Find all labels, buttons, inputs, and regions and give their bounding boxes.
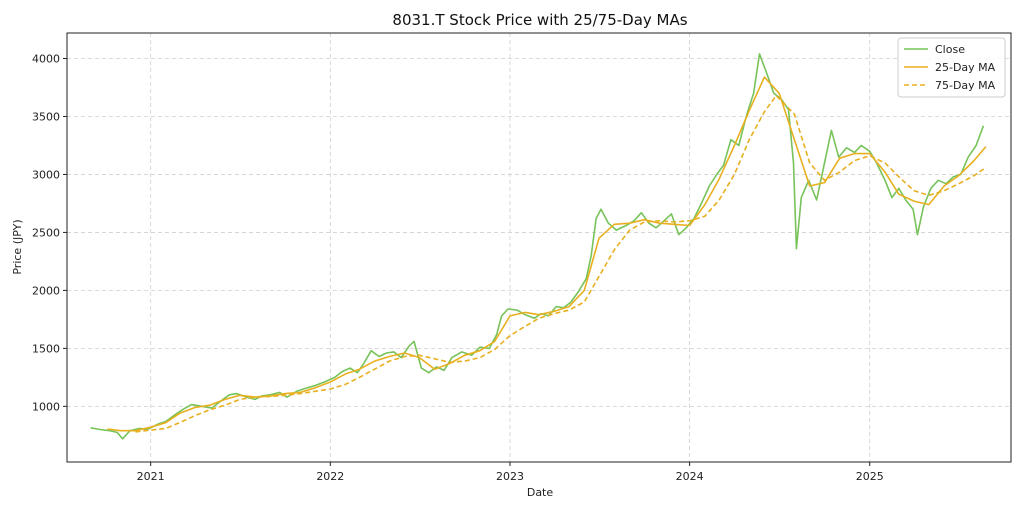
x-tick-label: 2023: [496, 470, 524, 483]
plot-frame: [66, 32, 1012, 463]
x-axis: 2021 2022 2023 2024 2025: [137, 462, 884, 483]
x-axis-title: Date: [527, 486, 554, 499]
x-tick-label: 2024: [676, 470, 704, 483]
y-tick-label: 3500: [32, 110, 60, 123]
y-tick-label: 2000: [32, 284, 60, 297]
x-tick-label: 2022: [316, 470, 344, 483]
series-line-75-day-ma: [135, 94, 987, 433]
x-tick-label: 2021: [137, 470, 165, 483]
y-tick-label: 4000: [32, 53, 60, 66]
y-axis: 1000 1500 2000 2500 3000 3500 4000: [32, 53, 67, 413]
grid: [67, 33, 1011, 462]
legend-label: Close: [935, 43, 965, 56]
y-tick-label: 2500: [32, 226, 60, 239]
y-tick-label: 1000: [32, 400, 60, 413]
x-tick-label: 2025: [856, 470, 884, 483]
plot-lines: [90, 53, 987, 440]
legend-box: [897, 37, 1006, 98]
y-tick-label: 1500: [32, 342, 60, 355]
legend: Close 25-Day MA 75-Day MA: [897, 37, 1006, 98]
legend-label: 25-Day MA: [935, 61, 996, 74]
y-axis-title: Price (JPY): [11, 219, 24, 274]
legend-label: 75-Day MA: [935, 79, 996, 92]
chart-title: 8031.T Stock Price with 25/75-Day MAs: [392, 11, 687, 29]
y-tick-label: 3000: [32, 168, 60, 181]
